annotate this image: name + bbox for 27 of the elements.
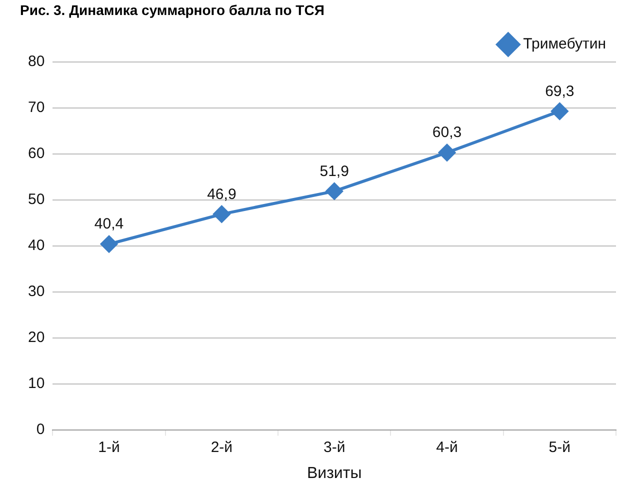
x-tick-label: 5-й	[548, 438, 571, 456]
y-tick-label: 0	[36, 420, 45, 438]
y-tick-label: 80	[28, 53, 45, 70]
point	[213, 206, 230, 223]
data-label: 69,3	[545, 82, 574, 100]
y-tick-label: 70	[28, 99, 45, 116]
point	[551, 102, 568, 120]
data-label: 51,9	[320, 162, 349, 180]
x-tick-label: 4-й	[436, 438, 458, 456]
y-tick-label: 20	[28, 328, 45, 346]
x-tick-label: 1-й	[98, 438, 120, 456]
x-tick-label: 3-й	[323, 438, 346, 456]
y-tick-label: 50	[28, 191, 45, 208]
y-tick-label: 40	[28, 237, 45, 254]
point	[326, 182, 343, 200]
y-tick-label: 10	[28, 374, 45, 392]
legend-label: Тримебутин	[523, 36, 606, 53]
point	[100, 236, 118, 253]
y-tick-label: 30	[28, 283, 45, 300]
chart-title: Рис. 3. Динамика суммарного балла по ТСЯ	[20, 2, 324, 18]
point	[438, 144, 456, 162]
y-tick-label: 60	[28, 145, 45, 162]
data-label: 46,9	[207, 186, 236, 203]
data-label: 60,3	[432, 124, 462, 142]
x-tick-label: 2-й	[210, 438, 233, 456]
data-label: 40,4	[94, 216, 124, 233]
x-axis-title: Визиты	[306, 464, 362, 482]
